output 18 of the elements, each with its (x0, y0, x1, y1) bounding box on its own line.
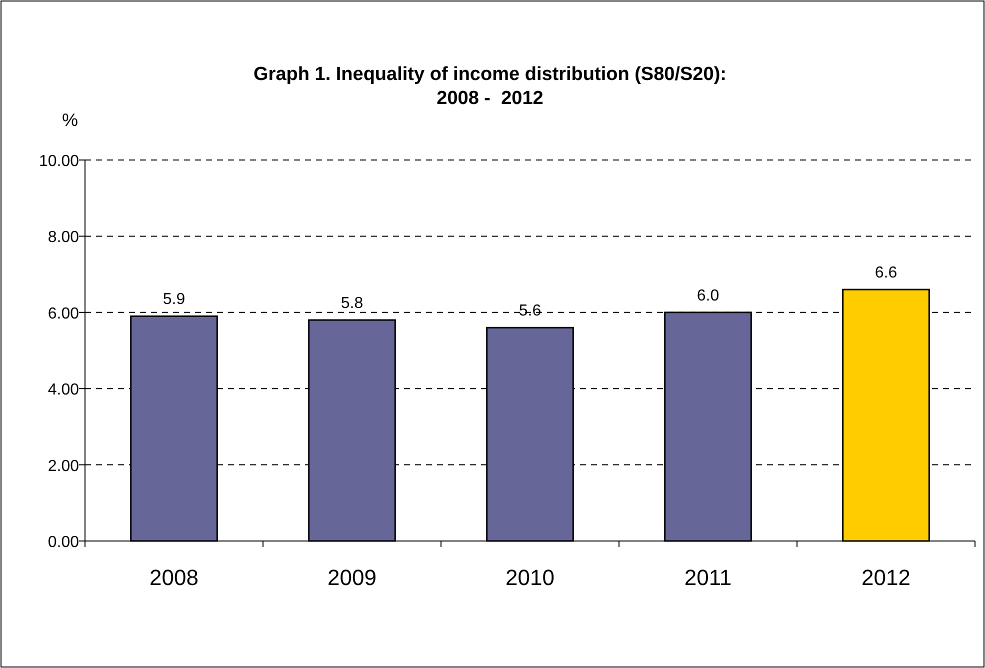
data-label: 5.9 (162, 291, 186, 308)
x-tick-label: 2010 (506, 565, 554, 590)
data-label: 6.6 (874, 264, 898, 282)
chart-title: Graph 1. Inequality of income distribution (S80/S20): 2008 - 2012 (254, 64, 726, 109)
data-label: 6.0 (696, 287, 720, 304)
x-tick-label: 2009 (328, 565, 376, 590)
y-tick-label: 10.00 (38, 153, 80, 170)
y-tick-label: 8.00 (48, 229, 80, 246)
y-tick-label: 2.00 (48, 458, 80, 475)
y-tick-label: 0.00 (48, 534, 80, 551)
y-tick-label: 6.00 (48, 305, 80, 322)
x-tick-label: 2012 (862, 565, 910, 590)
data-label: 5.8 (340, 295, 364, 312)
data-label: 5.6 (518, 302, 542, 320)
x-tick-label: 2011 (684, 565, 732, 590)
y-axis-title: % (62, 110, 78, 130)
y-tick-label: 4.00 (48, 382, 80, 399)
x-tick-label: 2008 (150, 565, 198, 590)
